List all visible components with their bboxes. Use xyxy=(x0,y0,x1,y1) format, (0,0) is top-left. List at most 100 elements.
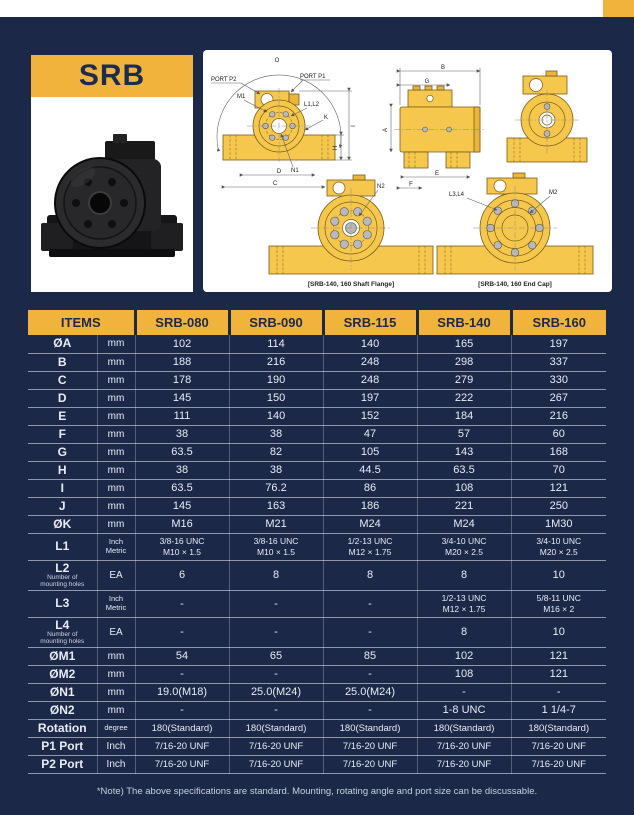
value-srb-140: 63.5 xyxy=(417,461,512,480)
value-srb-090: - xyxy=(229,617,324,648)
value-srb-115: 180(Standard) xyxy=(323,719,418,738)
unit-label: mm xyxy=(97,407,136,426)
value-srb-160: 1 1/4-7 xyxy=(511,701,607,720)
value-srb-080: 7/16-20 UNF xyxy=(135,755,230,774)
value-srb-160: 10 xyxy=(511,560,607,591)
end-cap-view: L3,L4 M2 [SRB-140, 160 End Cap] xyxy=(436,172,594,288)
spec-row-p1port: P1 Port Inch 7/16-20 UNF 7/16-20 UNF 7/16-20… xyxy=(28,737,607,756)
item-label: B xyxy=(28,353,98,372)
value-srb-140: 102 xyxy=(417,647,512,666)
product-photo xyxy=(31,97,193,292)
item-label: H xyxy=(28,461,98,480)
value-srb-115: 140 xyxy=(323,335,418,354)
value-srb-090: 140 xyxy=(229,407,324,426)
value-srb-115: 197 xyxy=(323,389,418,408)
item-label: P2 Port xyxy=(28,755,98,774)
unit-label: mm xyxy=(97,425,136,444)
value-srb-160: 250 xyxy=(511,497,607,516)
item-label: D xyxy=(28,389,98,408)
technical-drawing-panel: O PORT P2 PORT P1 M1 L1 xyxy=(203,50,612,292)
item-label: L3 xyxy=(28,590,98,618)
value-srb-090: 65 xyxy=(229,647,324,666)
l3-l4-label: L3,L4 xyxy=(449,192,465,198)
value-srb-090: 150 xyxy=(229,389,324,408)
unit-label: Inch Metric xyxy=(97,533,136,561)
c-dim-label: C xyxy=(273,181,278,187)
m2-label: M2 xyxy=(549,190,558,196)
value-srb-080: 63.5 xyxy=(135,479,230,498)
item-sublabel: Number of mounting holes xyxy=(40,631,85,646)
e-dim-label: E xyxy=(435,171,439,177)
value-srb-080: - xyxy=(135,590,230,618)
value-srb-115: - xyxy=(323,590,418,618)
n1-label: N1 xyxy=(291,168,299,174)
value-srb-160: 337 xyxy=(511,353,607,372)
item-label: ØN2 xyxy=(28,701,98,720)
value-srb-115: 105 xyxy=(323,443,418,462)
item-label: L4 Number of mounting holes xyxy=(28,617,98,648)
value-srb-140: M24 xyxy=(417,515,512,534)
spec-table: ITEMS SRB-080 SRB-090 SRB-115 SRB-140 SRB-160… xyxy=(28,310,607,774)
value-srb-140: 57 xyxy=(417,425,512,444)
value-srb-140: 222 xyxy=(417,389,512,408)
value-srb-080: 180(Standard) xyxy=(135,719,230,738)
value-srb-115: 248 xyxy=(323,353,418,372)
side-view: B G A E F xyxy=(383,65,486,190)
footnote: *Note) The above specifications are stan… xyxy=(96,786,538,797)
value-srb-080: 54 xyxy=(135,647,230,666)
unit-label: mm xyxy=(97,515,136,534)
value-srb-160: 1M30 xyxy=(511,515,607,534)
unit-label: mm xyxy=(97,683,136,702)
item-label: ØK xyxy=(28,515,98,534)
value-srb-115: 7/16-20 UNF xyxy=(323,737,418,756)
value-srb-115: 7/16-20 UNF xyxy=(323,755,418,774)
value-srb-160: 5/8-11 UNC M16 × 2 xyxy=(511,590,607,618)
product-card: SRB xyxy=(31,55,193,292)
value-srb-080: 145 xyxy=(135,389,230,408)
product-photo-illustration xyxy=(41,133,183,257)
item-label: J xyxy=(28,497,98,516)
value-srb-090: 76.2 xyxy=(229,479,324,498)
port-p1-label: PORT P1 xyxy=(300,74,326,80)
value-srb-080: 102 xyxy=(135,335,230,354)
item-label: ØN1 xyxy=(28,683,98,702)
unit-label: mm xyxy=(97,497,136,516)
value-srb-090: 82 xyxy=(229,443,324,462)
dim-o-label: O xyxy=(275,58,280,64)
value-srb-140: 180(Standard) xyxy=(417,719,512,738)
value-srb-080: - xyxy=(135,701,230,720)
value-srb-080: 111 xyxy=(135,407,230,426)
value-srb-080: 145 xyxy=(135,497,230,516)
g-dim-label: G xyxy=(425,79,430,85)
value-srb-080: - xyxy=(135,617,230,648)
value-srb-160: 10 xyxy=(511,617,607,648)
value-srb-160: 3/4-10 UNC M20 × 2.5 xyxy=(511,533,607,561)
item-sublabel: Number of mounting holes xyxy=(40,574,85,589)
item-label: G xyxy=(28,443,98,462)
value-srb-090: 38 xyxy=(229,425,324,444)
spec-row-l1: L1 Inch Metric 3/8-16 UNC M10 × 1.5 3/8-16 … xyxy=(28,533,607,561)
f-dim-label: F xyxy=(409,182,413,188)
value-srb-090: 38 xyxy=(229,461,324,480)
k-label: K xyxy=(324,115,328,121)
item-label: L1 xyxy=(28,533,98,561)
item-label: ØM2 xyxy=(28,665,98,684)
value-srb-090: 7/16-20 UNF xyxy=(229,755,324,774)
value-srb-115: 186 xyxy=(323,497,418,516)
value-srb-115: 44.5 xyxy=(323,461,418,480)
value-srb-080: 38 xyxy=(135,461,230,480)
a-dim-label: A xyxy=(383,128,389,132)
value-srb-090: 180(Standard) xyxy=(229,719,324,738)
unit-label: mm xyxy=(97,647,136,666)
unit-label: mm xyxy=(97,353,136,372)
spec-row-a: ØA mm 102 114 140 165 197 xyxy=(28,335,607,354)
value-srb-080: 3/8-16 UNC M10 × 1.5 xyxy=(135,533,230,561)
unit-label: mm xyxy=(97,389,136,408)
unit-label: mm xyxy=(97,665,136,684)
